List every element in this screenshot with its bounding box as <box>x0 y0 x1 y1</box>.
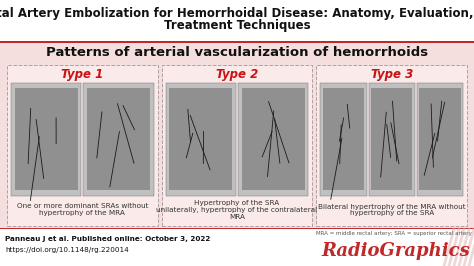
Text: Panneau J et al. Published online: October 3, 2022: Panneau J et al. Published online: Octob… <box>5 236 210 242</box>
FancyBboxPatch shape <box>162 64 312 226</box>
Text: RadioGraphics: RadioGraphics <box>321 242 470 260</box>
Bar <box>242 88 305 190</box>
Bar <box>83 82 154 196</box>
Text: Patterns of arterial vascularization of hemorrhoids: Patterns of arterial vascularization of … <box>46 46 428 59</box>
Bar <box>15 88 78 190</box>
Text: One or more dominant SRAs without
hypertrophy of the MRA: One or more dominant SRAs without hypert… <box>17 203 148 217</box>
Text: Hypertrophy of the SRA
unilaterally, hypertrophy of the contralateral
MRA: Hypertrophy of the SRA unilaterally, hyp… <box>156 200 318 220</box>
Text: Type 1: Type 1 <box>61 68 103 81</box>
Bar <box>320 82 366 196</box>
Bar <box>323 88 364 190</box>
Bar <box>169 88 232 190</box>
Text: Treatment Techniques: Treatment Techniques <box>164 19 310 32</box>
Bar <box>238 82 308 196</box>
FancyBboxPatch shape <box>7 64 158 226</box>
Bar <box>417 82 463 196</box>
Text: MRA = middle rectal artery; SRA = superior rectal artery: MRA = middle rectal artery; SRA = superi… <box>316 231 472 236</box>
Text: Type 2: Type 2 <box>216 68 258 81</box>
FancyBboxPatch shape <box>316 64 467 226</box>
Bar <box>166 82 236 196</box>
Bar <box>369 82 415 196</box>
Bar <box>0 0 474 40</box>
Text: Rectal Artery Embolization for Hemorrhoidal Disease: Anatomy, Evaluation, and: Rectal Artery Embolization for Hemorrhoi… <box>0 6 474 19</box>
Text: https://doi.org/10.1148/rg.220014: https://doi.org/10.1148/rg.220014 <box>5 247 129 253</box>
Bar <box>419 88 461 190</box>
Bar <box>87 88 150 190</box>
Bar <box>0 41 474 43</box>
Bar <box>0 228 474 229</box>
Bar <box>11 82 82 196</box>
Bar <box>0 43 474 228</box>
Bar <box>371 88 412 190</box>
Text: Type 3: Type 3 <box>371 68 413 81</box>
Text: Bilateral hypertrophy of the MRA without
hypertrophy of the SRA: Bilateral hypertrophy of the MRA without… <box>318 203 465 217</box>
Bar <box>0 228 474 266</box>
